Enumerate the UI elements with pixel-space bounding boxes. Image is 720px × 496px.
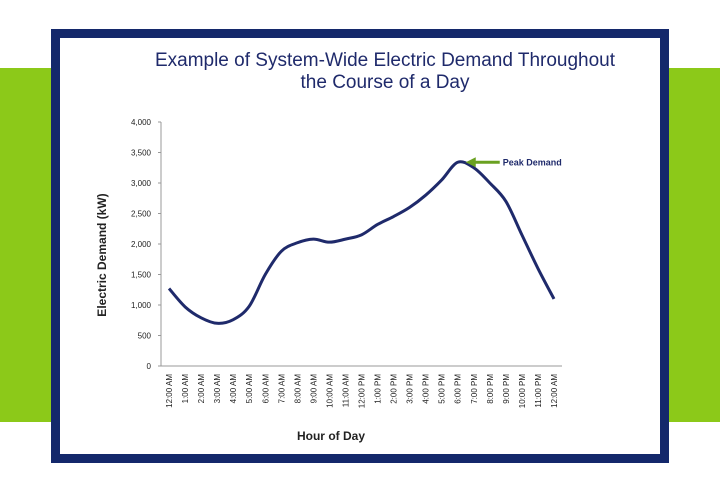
x-tick-label: 9:00 AM	[309, 374, 318, 404]
x-tick-label: 3:00 PM	[406, 374, 415, 404]
x-tick-label: 7:00 PM	[470, 374, 479, 404]
y-axis-label: Electric Demand (kW)	[95, 193, 109, 316]
y-tick-label: 4,000	[131, 118, 152, 127]
x-tick-label: 4:00 AM	[229, 374, 238, 404]
annotation-text: Peak Demand	[503, 157, 562, 167]
y-tick-label: 2,000	[131, 240, 152, 249]
x-tick-label: 10:00 PM	[518, 374, 527, 409]
x-tick-label: 2:00 AM	[197, 374, 206, 404]
x-tick-label: 5:00 AM	[245, 374, 254, 404]
x-tick-label: 3:00 AM	[213, 374, 222, 404]
x-tick-label: 12:00 AM	[550, 374, 559, 408]
y-tick-label: 0	[147, 362, 152, 371]
x-tick-label: 11:00 AM	[341, 374, 350, 408]
x-tick-label: 12:00 AM	[165, 374, 174, 408]
x-tick-label: 5:00 PM	[438, 374, 447, 404]
x-axis-label: Hour of Day	[297, 429, 365, 443]
x-tick-label: 9:00 PM	[502, 374, 511, 404]
y-tick-label: 1,000	[131, 301, 152, 310]
panel	[60, 38, 660, 454]
demand-line	[167, 160, 556, 325]
x-tick-label: 6:00 AM	[261, 374, 270, 404]
x-tick-label: 7:00 AM	[277, 374, 286, 404]
y-tick-label: 500	[138, 332, 152, 341]
x-tick-label: 12:00 PM	[358, 374, 367, 409]
x-tick-label: 4:00 PM	[422, 374, 431, 404]
x-tick-label: 6:00 PM	[454, 374, 463, 404]
x-tick-label: 8:00 PM	[486, 374, 495, 404]
y-tick-label: 1,500	[131, 271, 152, 280]
annotation-arrowhead	[465, 157, 476, 168]
x-tick-label: 10:00 AM	[325, 374, 334, 408]
x-tick-label: 1:00 AM	[181, 374, 190, 404]
y-tick-label: 2,500	[131, 210, 152, 219]
y-tick-label: 3,000	[131, 179, 152, 188]
x-tick-label: 11:00 PM	[534, 374, 543, 408]
x-tick-label: 2:00 PM	[390, 374, 399, 404]
x-tick-label: 8:00 AM	[293, 374, 302, 404]
x-tick-label: 1:00 PM	[374, 374, 383, 404]
y-tick-label: 3,500	[131, 149, 152, 158]
chart-title: Example of System-Wide Electric Demand T…	[155, 50, 616, 93]
